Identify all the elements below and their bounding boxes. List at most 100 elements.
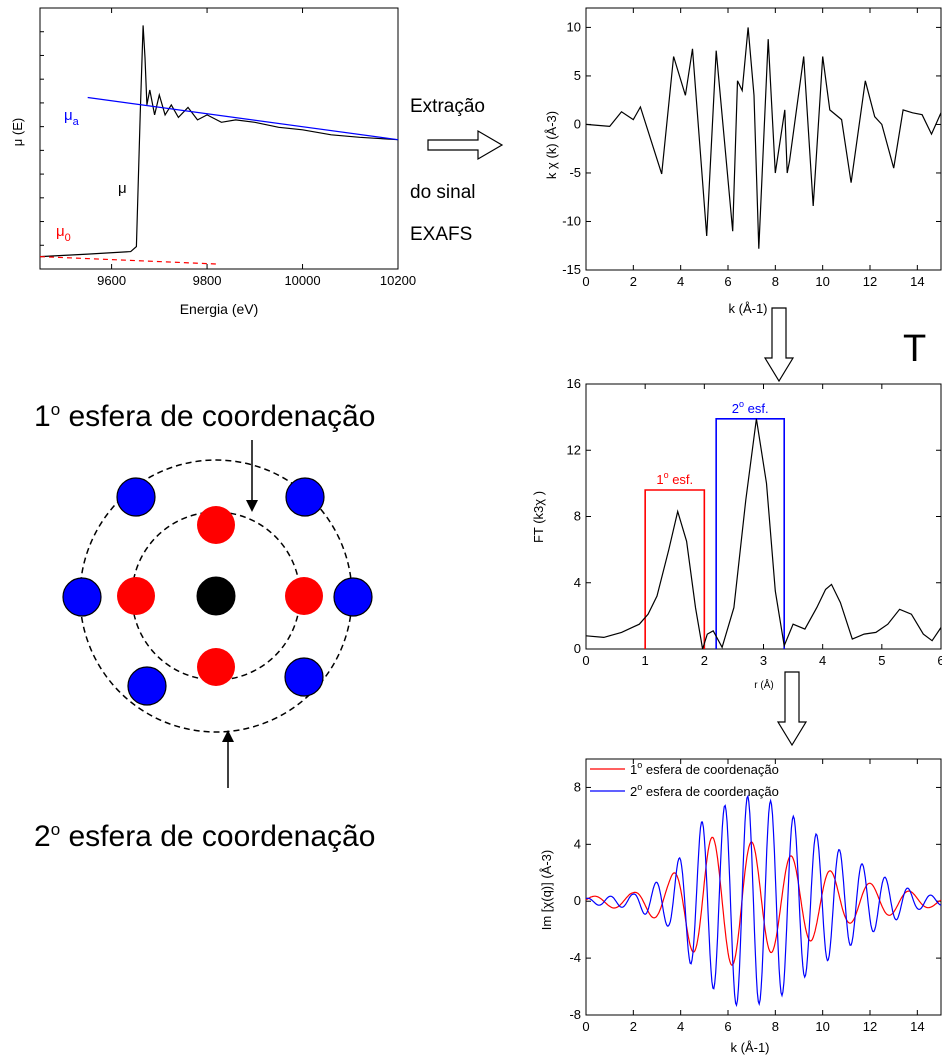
exafs-ytick-label: 10 — [567, 19, 581, 34]
second-shell-atom — [284, 657, 324, 697]
exafs-xtick-label: 8 — [772, 274, 779, 289]
down-arrow-2 — [776, 671, 808, 747]
second-shell-atom — [62, 577, 102, 617]
mu-label: μ — [118, 180, 127, 197]
backtransform-xtick-label: 12 — [863, 1019, 877, 1034]
second-shell-atom — [116, 477, 156, 517]
xanes-xtick-label: 9600 — [97, 273, 126, 288]
extraction-label: Extração — [410, 96, 485, 117]
xanes-xlabel: Energia (eV) — [180, 301, 259, 317]
ft-ytick-label: 4 — [574, 575, 581, 590]
exafs-ytick-label: 0 — [574, 116, 581, 131]
ft-ytick-label: 16 — [567, 376, 581, 391]
ft-series — [585, 418, 942, 650]
backtransform-ytick-label: 8 — [574, 779, 581, 794]
exafs-ytick-label: -15 — [562, 262, 581, 277]
exafs-ytick-label: -10 — [562, 213, 581, 228]
exafs-xtick-label: 6 — [724, 274, 731, 289]
xanes-ylabel: μ (E) — [10, 118, 25, 146]
extraction-arrow — [427, 129, 504, 161]
xanes-plot-frame — [39, 7, 399, 270]
xanes-chart: 9600 9800 10000 10200 μ (E) Energia (eV) μa… — [10, 7, 416, 317]
mu-0-label: μ0 — [56, 223, 71, 244]
ft-xtick-label: 5 — [878, 653, 885, 668]
exafs-xtick-label: 12 — [863, 274, 877, 289]
ft-window-label-2: 2o esf. — [732, 399, 769, 416]
backtransform-ylabel: Im [χ(q)] (Å-3) — [539, 850, 554, 931]
exafs-xtick-label: 2 — [630, 274, 637, 289]
second-shell-atom — [333, 577, 373, 617]
backtransform-series-1 — [585, 836, 942, 966]
backtransform-xlabel: k (Å-1) — [731, 1040, 770, 1055]
ft-window-1 — [644, 489, 706, 649]
backtransform-xtick-label: 2 — [630, 1019, 637, 1034]
xanes-xtick-label: 10200 — [380, 273, 416, 288]
exafs-ytick-label: -5 — [569, 165, 581, 180]
xanes-series-spectrum — [39, 25, 399, 258]
second-sphere-label: 2o esfera de coordenação — [34, 820, 376, 853]
second-sphere-pointer — [222, 730, 234, 788]
backtransform-plot-frame — [585, 758, 942, 1016]
ft-xtick-label: 1 — [642, 653, 649, 668]
backtransform-xtick-label: 10 — [815, 1019, 829, 1034]
backtransform-xtick-label: 6 — [724, 1019, 731, 1034]
cut-off-letter: T — [903, 328, 927, 370]
exafs-xtick-label: 14 — [910, 274, 924, 289]
ft-xtick-label: 4 — [819, 653, 826, 668]
legend-label-second: 2o esfera de coordenação — [630, 782, 779, 799]
first-shell-atom-top — [197, 506, 235, 544]
backtransform-ytick-label: 0 — [574, 893, 581, 908]
ft-xlabel: r (Å) — [754, 678, 773, 691]
backtransform-ytick-label: -4 — [569, 950, 581, 965]
mu-a-label: μa — [64, 107, 80, 128]
ft-xtick-label: 6 — [937, 653, 942, 668]
exafs-xtick-label: 10 — [815, 274, 829, 289]
backtransform-xtick-label: 14 — [910, 1019, 924, 1034]
first-sphere-label: 1o esfera de coordenação — [34, 400, 376, 433]
exafs-plot-frame — [585, 7, 942, 271]
central-atom — [196, 576, 236, 616]
second-shell-atom — [285, 477, 325, 517]
xanes-series-pre-edge — [39, 256, 217, 265]
signal-label: do sinal — [410, 182, 476, 203]
backtransform-xtick-label: 0 — [582, 1019, 589, 1034]
ft-xtick-label: 0 — [582, 653, 589, 668]
ft-xtick-label: 2 — [701, 653, 708, 668]
exafs-chart: 0 2 4 6 8 10 12 14 -15 -10 -5 0 5 10 k χ (k) (Å-3) k … — [544, 7, 942, 316]
ft-window-2 — [715, 417, 786, 649]
exafs-ylabel: k χ (k) (Å-3) — [544, 111, 559, 179]
backtransform-ytick-label: 4 — [574, 836, 581, 851]
xanes-xtick-label: 9800 — [193, 273, 222, 288]
backtransform-series-2 — [585, 794, 942, 1008]
ft-xtick-label: 3 — [760, 653, 767, 668]
xanes-series-post-edge — [87, 96, 399, 141]
backtransform-chart: 0 2 4 6 8 10 12 14 -8 -4 0 4 8 Im [χ(q)] (Å-3) k (Å-… — [539, 758, 942, 1055]
legend-label-first: 1o esfera de coordenação — [630, 760, 779, 777]
first-shell-atom-left — [117, 577, 155, 615]
exafs-xtick-label: 4 — [677, 274, 684, 289]
first-shell-atom-bottom — [197, 648, 235, 686]
down-arrow-1 — [763, 307, 795, 383]
coordination-diagram — [62, 440, 373, 788]
ft-ytick-label: 0 — [574, 641, 581, 656]
backtransform-xtick-label: 4 — [677, 1019, 684, 1034]
exafs-xlabel: k (Å-1) — [729, 301, 768, 316]
xanes-xtick-label: 10000 — [284, 273, 320, 288]
exafs-label: EXAFS — [410, 224, 473, 245]
ft-window-label-1: 1o esf. — [656, 470, 693, 487]
exafs-ytick-label: 5 — [574, 68, 581, 83]
backtransform-xtick-label: 8 — [772, 1019, 779, 1034]
ft-ytick-label: 8 — [574, 509, 581, 524]
exafs-xtick-label: 0 — [582, 274, 589, 289]
ft-ylabel: FT (k3χ ) — [531, 491, 546, 543]
exafs-series — [585, 27, 942, 249]
ft-ytick-label: 12 — [567, 442, 581, 457]
first-sphere-pointer — [246, 440, 258, 512]
second-shell-atom — [127, 666, 167, 706]
first-shell-atom-right — [285, 577, 323, 615]
backtransform-legend: 1o esfera de coordenação 2o esfera de co… — [590, 760, 779, 799]
backtransform-ytick-label: -8 — [569, 1007, 581, 1022]
ft-plot-frame — [585, 383, 942, 650]
